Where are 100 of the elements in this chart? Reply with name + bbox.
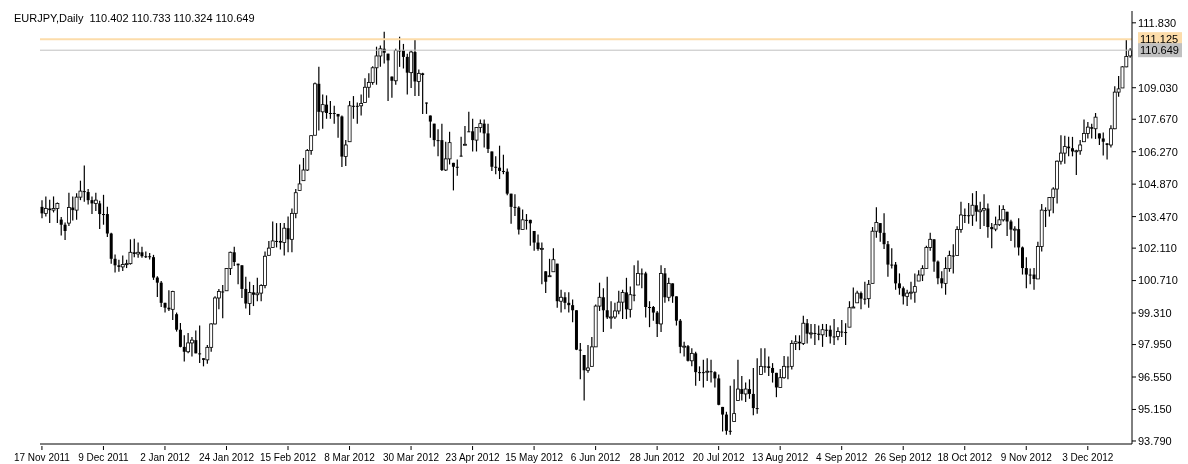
y-tick-label: 93.790 bbox=[1138, 434, 1172, 447]
candlestick bbox=[117, 259, 121, 273]
candlestick bbox=[813, 323, 817, 346]
candlestick bbox=[1070, 136, 1074, 157]
candlestick bbox=[747, 378, 751, 400]
candlestick bbox=[832, 318, 836, 346]
candlestick bbox=[624, 277, 628, 320]
candlestick bbox=[471, 118, 475, 153]
candlestick bbox=[251, 284, 255, 307]
candlestick bbox=[528, 219, 532, 247]
x-tick-label: 9 Nov 2012 bbox=[1000, 452, 1053, 463]
candlestick bbox=[40, 199, 44, 219]
candlestick bbox=[198, 324, 202, 364]
x-tick-label: 20 Jul 2012 bbox=[692, 452, 745, 463]
candlestick bbox=[501, 154, 505, 175]
candlestick bbox=[505, 167, 509, 196]
candlestick bbox=[155, 275, 159, 298]
candlestick bbox=[1062, 135, 1067, 165]
x-tick-label: 13 Aug 2012 bbox=[752, 452, 809, 463]
x-tick-label: 6 Jun 2012 bbox=[570, 452, 621, 463]
candlestick bbox=[728, 385, 732, 436]
candlestick bbox=[244, 276, 248, 309]
x-tick-label: 30 Mar 2012 bbox=[382, 452, 440, 463]
candlestick bbox=[620, 289, 625, 320]
candlestick bbox=[140, 246, 144, 259]
candlestick bbox=[755, 357, 759, 415]
x-tick-label: 9 Dec 2011 bbox=[78, 452, 130, 463]
candlestick bbox=[740, 375, 744, 402]
candlestick bbox=[1005, 211, 1009, 237]
candlestick bbox=[1024, 256, 1028, 289]
candlestick bbox=[401, 43, 405, 70]
y-tick-label: 104.870 bbox=[1138, 178, 1178, 191]
candlestick bbox=[286, 216, 290, 253]
x-tick-label: 17 Nov 2011 bbox=[13, 452, 71, 463]
candlestick bbox=[152, 254, 156, 281]
y-tick-label: 109.030 bbox=[1138, 81, 1178, 94]
candlestick bbox=[1017, 217, 1021, 257]
candlestick bbox=[578, 342, 582, 380]
x-tick-label: 15 Feb 2012 bbox=[259, 452, 317, 463]
candlestick bbox=[751, 367, 755, 416]
candlestick bbox=[136, 241, 141, 259]
candlestick bbox=[59, 216, 63, 236]
candlestick bbox=[509, 193, 513, 225]
candlestick bbox=[498, 145, 502, 180]
candlestick bbox=[763, 347, 767, 374]
candlestick bbox=[170, 290, 175, 321]
candlestick bbox=[98, 200, 102, 230]
candlestick bbox=[159, 280, 163, 308]
candlestick bbox=[894, 261, 898, 291]
candlestick bbox=[82, 164, 86, 203]
candlestick bbox=[970, 192, 975, 227]
candlestick bbox=[190, 336, 194, 358]
candlestick bbox=[912, 272, 917, 304]
candlestick bbox=[1020, 245, 1024, 276]
candlestick bbox=[709, 359, 713, 384]
x-tick-label: 4 Sep 2012 bbox=[816, 452, 868, 463]
candlestick bbox=[459, 136, 463, 157]
x-tick-label: 2 Jan 2012 bbox=[140, 452, 191, 463]
y-tick-label: 102.110 bbox=[1138, 242, 1177, 255]
candlestick bbox=[616, 290, 621, 315]
candlestick bbox=[182, 334, 186, 363]
y-tick-label: 106.270 bbox=[1138, 145, 1178, 158]
y-tick-label: 107.670 bbox=[1138, 113, 1178, 126]
x-tick-label: 15 May 2012 bbox=[505, 452, 564, 463]
candlestick bbox=[386, 53, 390, 102]
candlestick bbox=[105, 206, 109, 238]
x-tick-label: 24 Jan 2012 bbox=[198, 452, 255, 463]
candlestick bbox=[1101, 131, 1105, 157]
candlestick bbox=[571, 298, 575, 323]
candlestick bbox=[48, 199, 52, 224]
y-tick-label: 111.830 bbox=[1138, 16, 1177, 29]
candlestick bbox=[451, 162, 455, 192]
x-tick-label: 3 Dec 2012 bbox=[1062, 452, 1114, 463]
candlestick bbox=[482, 118, 486, 149]
candlestick bbox=[178, 322, 182, 348]
candlestick bbox=[278, 222, 282, 251]
candlestick bbox=[520, 208, 525, 231]
y-tick-label: 96.550 bbox=[1138, 370, 1172, 383]
candlestick bbox=[694, 351, 698, 387]
candlestick bbox=[421, 72, 425, 115]
candlestick bbox=[982, 193, 986, 227]
candlestick bbox=[771, 362, 775, 384]
candlestick bbox=[425, 101, 429, 115]
ref-line-label: 111.125 bbox=[1140, 33, 1179, 46]
candlestick bbox=[247, 281, 252, 316]
chart-title: EURJPY,Daily 110.402 110.733 110.324 110.649 bbox=[14, 12, 255, 24]
y-tick-label: 103.470 bbox=[1138, 210, 1178, 223]
candlestick bbox=[967, 202, 971, 225]
x-tick-label: 18 Oct 2012 bbox=[937, 452, 993, 463]
x-tick-label: 26 Sep 2012 bbox=[874, 452, 933, 463]
candlestick bbox=[701, 359, 705, 389]
y-tick-label: 100.710 bbox=[1138, 274, 1178, 287]
candlestick bbox=[232, 246, 236, 267]
candlestick bbox=[698, 365, 702, 382]
candlestick bbox=[721, 406, 725, 433]
y-tick-label: 95.150 bbox=[1138, 403, 1172, 416]
candlestick bbox=[774, 372, 778, 398]
candlestick bbox=[128, 238, 133, 266]
candlestick bbox=[724, 411, 728, 436]
candlestick bbox=[863, 281, 867, 306]
